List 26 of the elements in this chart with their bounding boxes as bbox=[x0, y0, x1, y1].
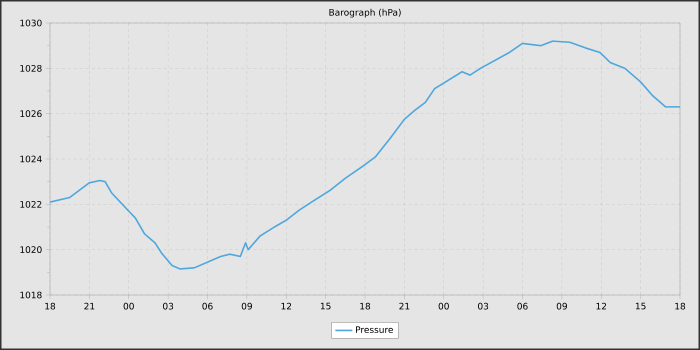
x-tick-label: 03 bbox=[478, 302, 488, 310]
y-tick-label: 1020 bbox=[20, 246, 42, 254]
y-tick-label: 1026 bbox=[20, 110, 42, 118]
x-tick-label: 03 bbox=[163, 302, 174, 310]
x-tick-label: 06 bbox=[202, 302, 213, 310]
x-tick-label: 21 bbox=[84, 302, 94, 310]
x-tick-label: 12 bbox=[596, 302, 606, 310]
y-tick-label: 1018 bbox=[20, 292, 42, 298]
x-tick-label: 09 bbox=[556, 302, 567, 310]
x-tick-label: 21 bbox=[399, 302, 410, 310]
y-tick-label: 1024 bbox=[20, 156, 42, 162]
y-tick-label: 1030 bbox=[20, 20, 42, 26]
x-tick-label: 18 bbox=[675, 302, 686, 310]
x-tick-label: 12 bbox=[282, 302, 292, 310]
x-tick-label: 00 bbox=[124, 302, 134, 310]
x-tick-label: 06 bbox=[517, 302, 528, 310]
legend-label: Pressure bbox=[356, 326, 393, 334]
y-tick-label: 1028 bbox=[20, 64, 42, 72]
x-tick-label: 09 bbox=[242, 302, 252, 310]
chart-title: Barograph (hPa) bbox=[329, 8, 401, 18]
x-tick-label: 15 bbox=[320, 302, 331, 310]
y-tick-label: 1022 bbox=[20, 200, 42, 208]
x-tick-label: 15 bbox=[636, 302, 646, 310]
x-tick-label: 18 bbox=[45, 302, 56, 310]
x-tick-label: 18 bbox=[360, 302, 370, 310]
x-tick-label: 00 bbox=[438, 302, 449, 310]
